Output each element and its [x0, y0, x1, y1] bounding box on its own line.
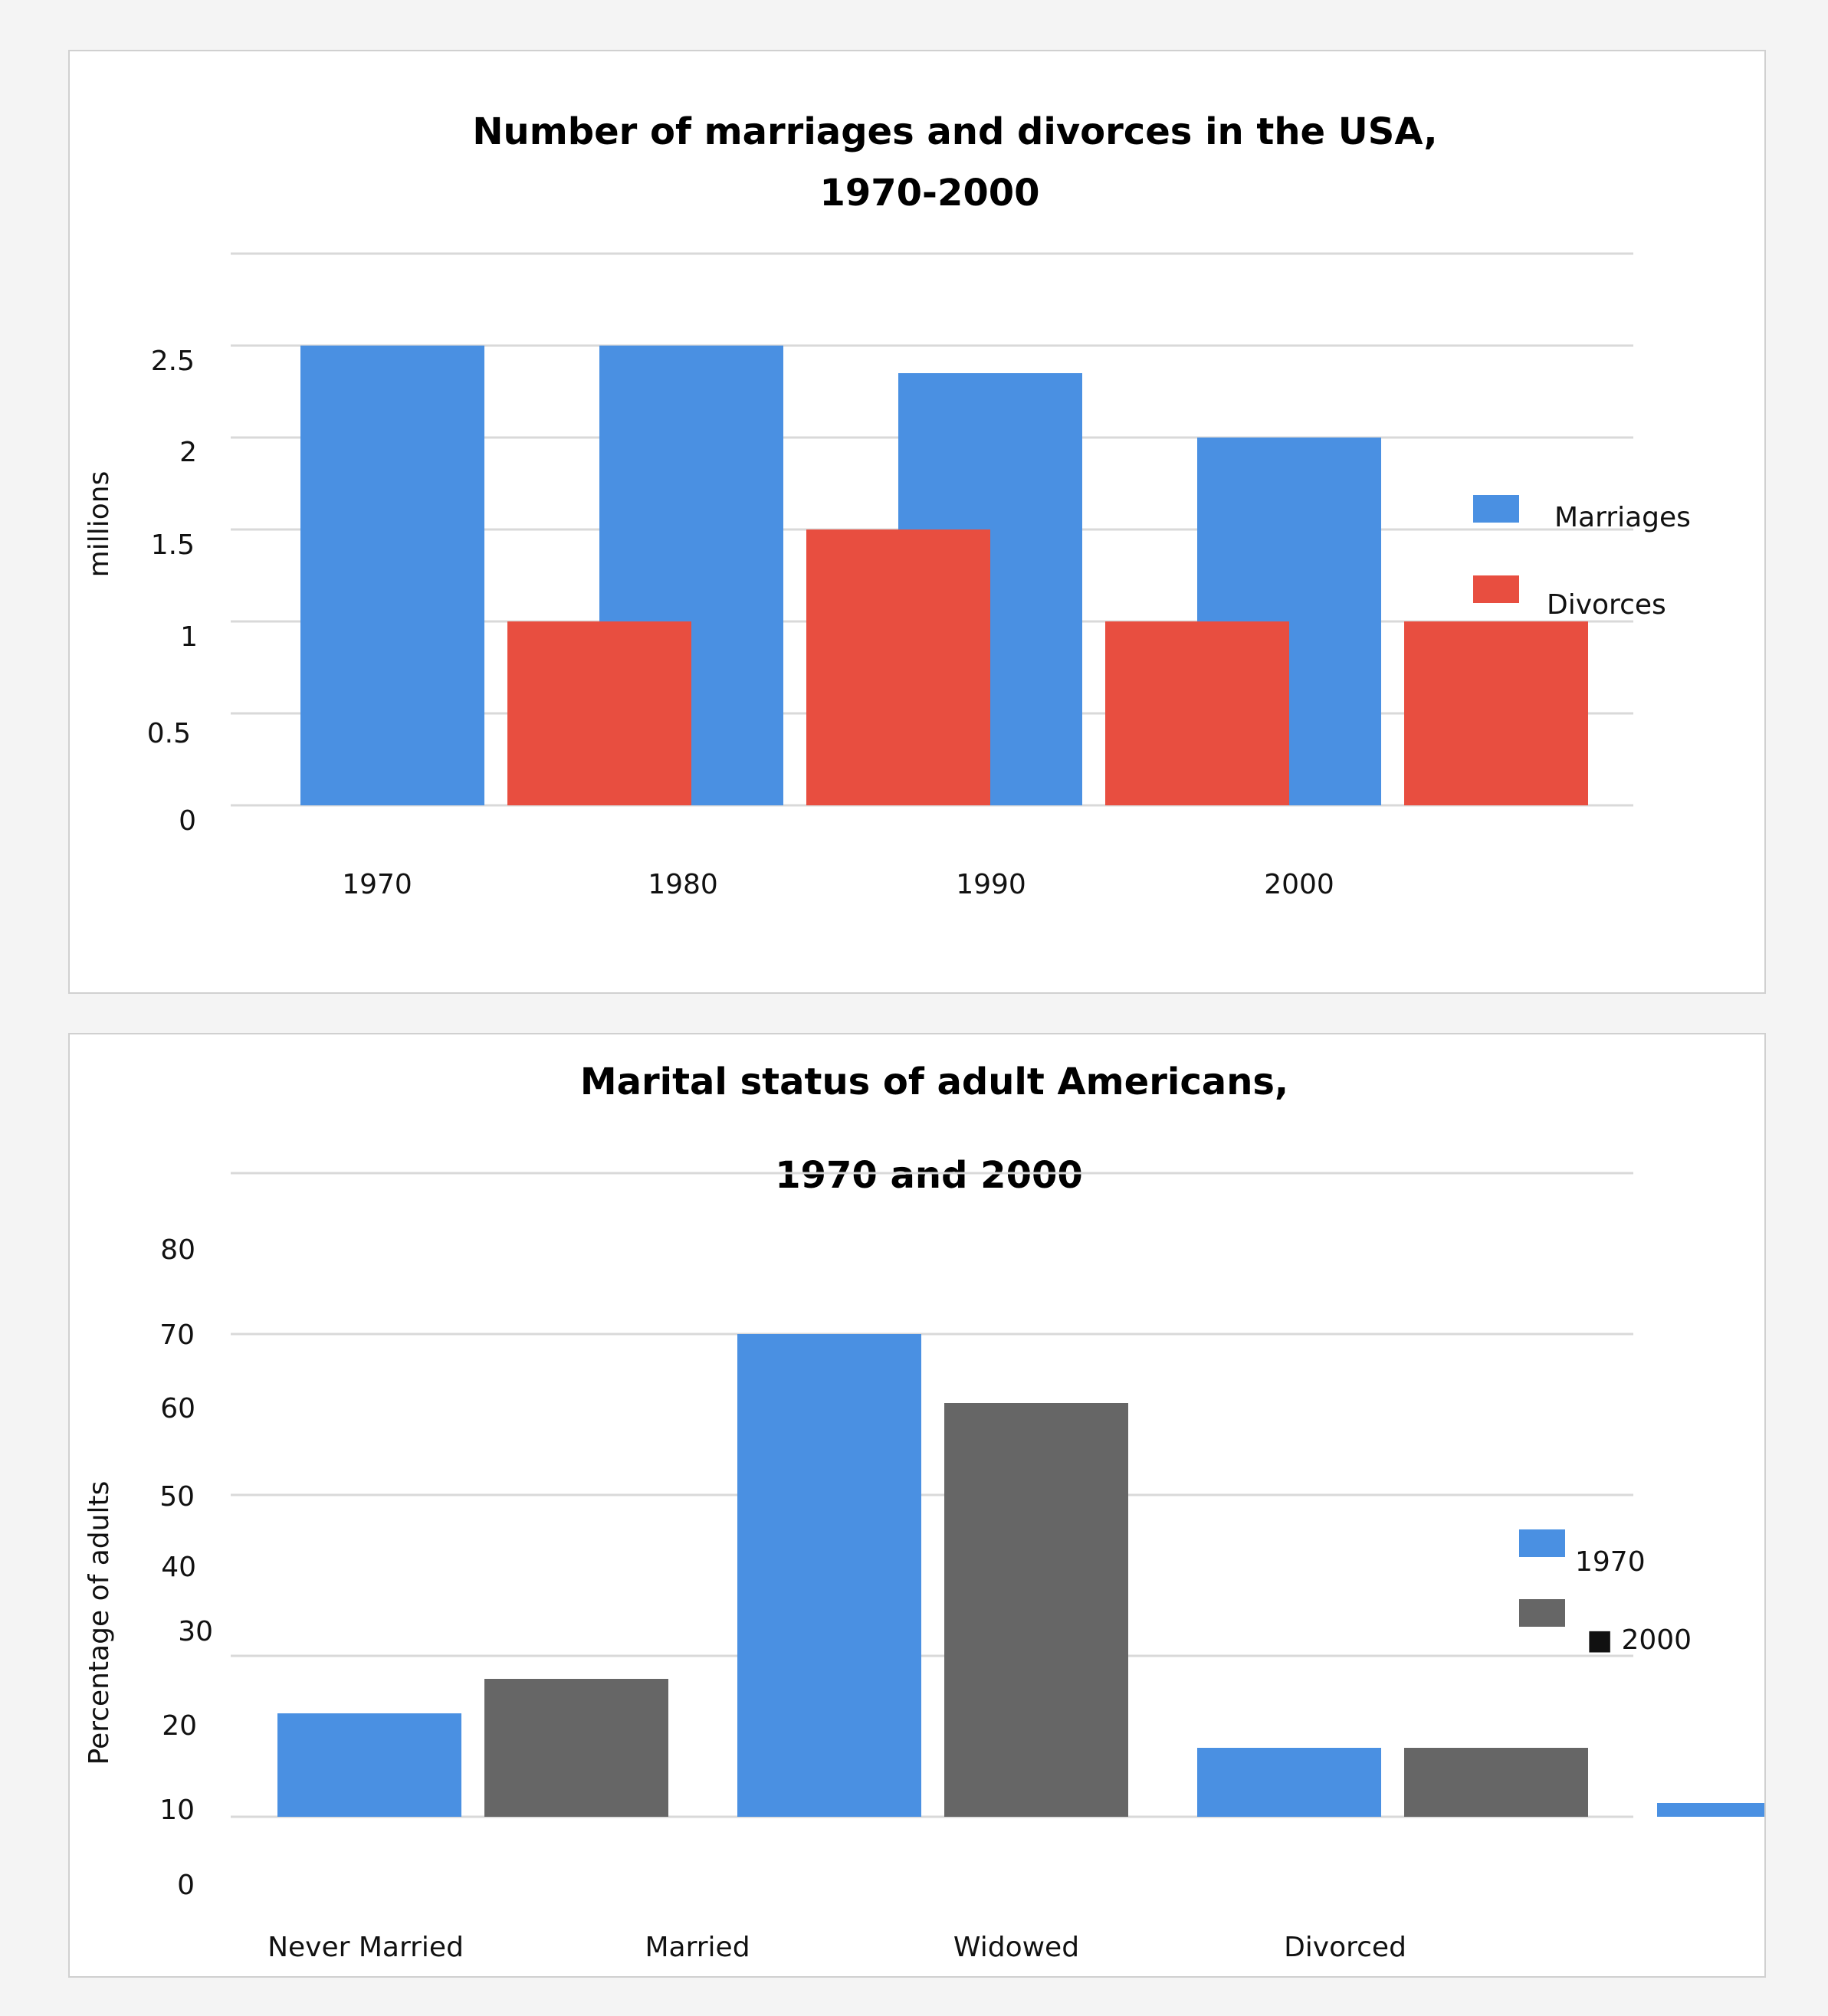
chart-title-line2: 1970 and 2000: [775, 1154, 1083, 1197]
y-axis-ticks: 0 0.5 1 1.5 2 2.5: [147, 346, 198, 837]
bar-group: [300, 346, 1588, 805]
y-tick-label: 1.5: [151, 529, 195, 561]
x-axis-categories: 1970 1980 1990 2000: [342, 869, 1334, 900]
bar-2000-never-married: [484, 1679, 668, 1817]
legend-swatch-1970: [1519, 1529, 1565, 1557]
legend-label-marriages: Marriages: [1554, 502, 1691, 533]
legend-label-2000: ■ 2000: [1587, 1624, 1692, 1656]
y-tick-label: 0: [177, 1870, 195, 1901]
y-axis-label: millions: [84, 471, 115, 578]
legend-swatch-2000: [1519, 1599, 1565, 1627]
chart-title-line1: Number of marriages and divorces in the …: [472, 110, 1437, 153]
bar-group: [277, 1334, 1828, 1817]
legend-label-divorces: Divorces: [1547, 589, 1666, 621]
y-tick-label: 0: [179, 805, 196, 837]
bar-marriages-1970: [300, 346, 484, 805]
y-tick-label: 30: [178, 1616, 213, 1647]
bar-divorces-1980: [806, 529, 990, 805]
bar-2000-widowed: [1404, 1748, 1588, 1817]
marital-status-chart-panel: Marital status of adult Americans, 1970 …: [68, 1033, 1828, 1978]
bar-1970-divorced: [1657, 1803, 1828, 1817]
y-tick-label: 2.5: [151, 346, 195, 377]
category-label: 1990: [956, 869, 1026, 900]
category-label: Married: [645, 1932, 750, 1963]
chart-title-line1: Marital status of adult Americans,: [580, 1060, 1288, 1103]
bar-2000-married: [944, 1403, 1128, 1817]
y-axis-ticks: 0 10 20 30 40 50 60 70 80: [159, 1234, 213, 1901]
bar-1970-married: [737, 1334, 921, 1817]
marriages-divorces-chart-panel: Number of marriages and divorces in the …: [68, 50, 1766, 994]
bar-divorces-1990: [1105, 621, 1289, 805]
gridlines: [231, 1172, 1633, 1818]
y-tick-label: 10: [159, 1795, 195, 1826]
category-label: 2000: [1264, 869, 1334, 900]
y-tick-label: 50: [159, 1481, 195, 1513]
category-label: 1980: [648, 869, 718, 900]
y-tick-label: 20: [162, 1710, 197, 1742]
y-tick-label: 1: [180, 621, 198, 653]
bar-divorces-1970: [507, 621, 691, 805]
category-label: 1970: [342, 869, 412, 900]
legend-swatch-marriages: [1473, 495, 1519, 523]
bar-divorces-2000: [1404, 621, 1588, 805]
y-tick-label: 0.5: [147, 718, 191, 749]
y-tick-label: 2: [179, 437, 197, 468]
category-label: Never Married: [267, 1932, 464, 1963]
bar-1970-never-married: [277, 1713, 461, 1817]
marital-status-chart: Marital status of adult Americans, 1970 …: [84, 1060, 1828, 1963]
legend: 1970 ■ 2000: [1519, 1529, 1692, 1656]
x-axis-categories: Never Married Married Widowed Divorced: [267, 1932, 1406, 1963]
marriages-divorces-chart: Number of marriages and divorces in the …: [84, 110, 1691, 900]
y-tick-label: 40: [161, 1552, 196, 1583]
y-tick-label: 70: [159, 1319, 195, 1351]
y-tick-label: 60: [160, 1393, 195, 1424]
category-label: Divorced: [1284, 1932, 1406, 1963]
category-label: Widowed: [953, 1932, 1079, 1963]
chart-title-line2: 1970-2000: [819, 172, 1039, 215]
y-axis-label: Percentage of adults: [84, 1481, 115, 1765]
bar-1970-widowed: [1197, 1748, 1381, 1817]
y-tick-label: 80: [160, 1234, 195, 1266]
legend-label-1970: 1970: [1575, 1546, 1646, 1578]
legend: Marriages Divorces: [1473, 495, 1691, 621]
legend-swatch-divorces: [1473, 575, 1519, 603]
